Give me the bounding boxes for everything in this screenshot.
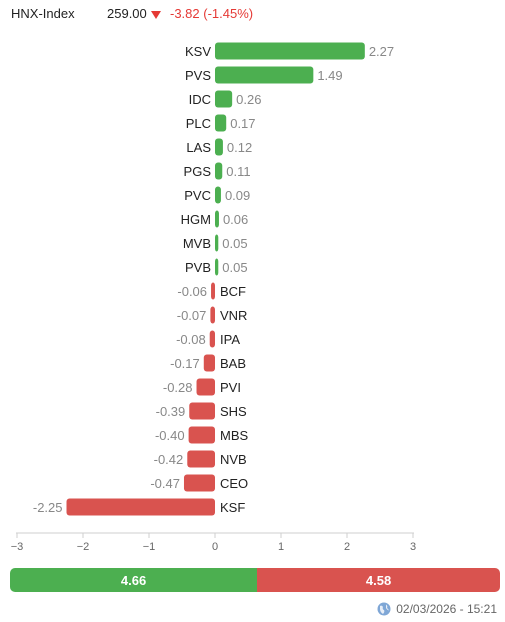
value-label: 0.26 xyxy=(236,92,261,107)
down-triangle-icon xyxy=(151,11,161,19)
value-label: -0.17 xyxy=(170,356,200,371)
x-tick-label: −1 xyxy=(143,541,156,553)
category-label: CEO xyxy=(220,476,248,491)
bar-pvb xyxy=(215,258,219,276)
value-label: -0.42 xyxy=(154,452,184,467)
value-label: -0.40 xyxy=(155,428,185,443)
update-footer: 02/03/2026 - 15:21 xyxy=(377,602,497,616)
bar-ceo xyxy=(183,474,215,492)
bar-las xyxy=(215,138,223,156)
category-label: KSV xyxy=(185,44,211,59)
x-tick-label: 1 xyxy=(278,541,284,553)
value-label: 0.06 xyxy=(223,212,248,227)
index-value: 259.00 xyxy=(107,6,147,21)
bar-ksv xyxy=(215,42,365,60)
value-label: -0.47 xyxy=(150,476,180,491)
value-label: -0.07 xyxy=(177,308,207,323)
category-label: IDC xyxy=(189,92,211,107)
category-label: PVB xyxy=(185,260,211,275)
value-label: 0.09 xyxy=(225,188,250,203)
bar-ksf xyxy=(66,498,215,516)
category-label: PLC xyxy=(186,116,211,131)
x-tick-label: −3 xyxy=(11,541,24,553)
x-tick-label: 3 xyxy=(410,541,416,553)
bar-pvc xyxy=(215,186,221,204)
value-label: 0.12 xyxy=(227,140,252,155)
value-label: -2.25 xyxy=(33,500,63,515)
summary-down-segment: 4.58 xyxy=(257,568,500,592)
value-label: 0.11 xyxy=(226,164,250,179)
bar-idc xyxy=(215,90,233,108)
summary-down-value: 4.58 xyxy=(365,572,392,588)
category-label: MBS xyxy=(220,428,249,443)
category-label: PGS xyxy=(184,164,212,179)
bar-nvb xyxy=(187,450,215,468)
category-label: PVI xyxy=(220,380,241,395)
bar-pvi xyxy=(196,378,215,396)
impact-bar-chart: KSV 2.27 PVS 1.49 IDC 0.26 PLC 0.17 LAS 0.12 PGS 0.… xyxy=(11,42,416,553)
bar-mbs xyxy=(188,426,215,444)
category-label: PVC xyxy=(184,188,211,203)
category-label: SHS xyxy=(220,404,247,419)
bar-plc xyxy=(215,114,227,132)
breadth-summary-bar: 4.66 4.58 xyxy=(10,568,500,592)
bar-bcf xyxy=(211,282,215,300)
summary-up-value: 4.66 xyxy=(120,572,147,588)
bar-pgs xyxy=(215,162,223,180)
category-label: BCF xyxy=(220,284,246,299)
value-label: 1.49 xyxy=(317,68,342,83)
category-label: NVB xyxy=(220,452,247,467)
summary-up-segment: 4.66 xyxy=(10,568,258,592)
bar-pvs xyxy=(215,66,314,84)
category-label: BAB xyxy=(220,356,246,371)
index-header: HNX-Index 259.00 -3.82 (-1.45%) xyxy=(11,6,253,21)
bar-shs xyxy=(189,402,215,420)
value-label: -0.39 xyxy=(156,404,186,419)
bar-ipa xyxy=(209,330,215,348)
globe-icon xyxy=(377,602,391,616)
index-change: -3.82 (-1.45%) xyxy=(170,6,254,21)
category-label: PVS xyxy=(185,68,211,83)
category-label: IPA xyxy=(220,332,240,347)
x-tick-label: 2 xyxy=(344,541,350,553)
index-name: HNX-Index xyxy=(11,6,75,21)
x-tick-label: −2 xyxy=(77,541,90,553)
value-label: 0.17 xyxy=(230,116,255,131)
category-label: KSF xyxy=(220,500,245,515)
x-tick-label: 0 xyxy=(212,541,218,553)
category-label: VNR xyxy=(220,308,247,323)
bar-bab xyxy=(203,354,215,372)
bar-vnr xyxy=(210,306,215,324)
category-label: MVB xyxy=(183,236,211,251)
value-label: -0.08 xyxy=(176,332,206,347)
update-timestamp: 02/03/2026 - 15:21 xyxy=(396,602,497,616)
value-label: -0.28 xyxy=(163,380,193,395)
category-label: HGM xyxy=(181,212,211,227)
value-label: 2.27 xyxy=(369,44,394,59)
value-label: -0.06 xyxy=(177,284,207,299)
category-label: LAS xyxy=(186,140,211,155)
bar-hgm xyxy=(215,210,219,228)
value-label: 0.05 xyxy=(222,236,247,251)
value-label: 0.05 xyxy=(222,260,247,275)
bar-mvb xyxy=(215,234,219,252)
